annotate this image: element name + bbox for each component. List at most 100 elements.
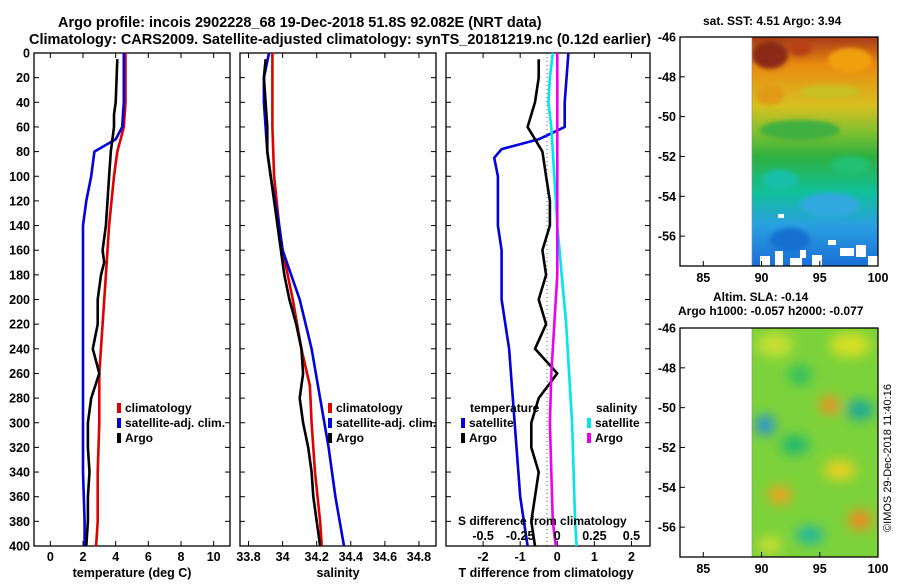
map-y-tick-label: -46 [658,31,676,45]
temperature-xlabel: temperature (deg C) [73,566,192,580]
difference-series [492,52,578,547]
y-tick-label: 180 [9,268,30,282]
sst-axes [679,36,879,267]
legend-swatch-s-satellite [587,418,591,428]
sst-heatmap [752,37,878,266]
series-line-satellite-adj-clim- [262,52,346,547]
sst-map: sat. SST: 4.51 Argo: 3.94 [658,14,889,285]
series-line-climatology [94,53,127,547]
map-y-tick-label: -50 [658,110,676,124]
series-line-argo [85,59,119,547]
s-tick-label: 0.25 [582,529,606,543]
sla-axes [679,327,879,558]
sst-gap [800,250,806,258]
salinity-legend: climatology satellite-adj. clim. Argo [328,401,436,445]
temperature-legend: climatology satellite-adj. clim. Argo [117,401,225,445]
series-line-t-argo [526,59,559,547]
y-tick-label: 0 [23,47,30,61]
sla-patch [781,435,809,455]
sst-gap [760,256,770,266]
y-tick-label: 220 [9,318,30,332]
legend-swatch-argo [117,433,121,443]
sla-ticks: 85 90 95 100 -46 -48 -50 -52 -54 -56 [658,322,889,577]
y-tick-label: 20 [16,71,30,85]
sla-patch [824,460,856,480]
sst-gap [856,245,866,257]
sst-patch [800,193,860,217]
map-y-tick-label: -54 [658,190,676,204]
sst-ticks: 85 90 95 100 -46 -48 -50 -52 -54 -56 [658,31,889,286]
salinity-difference-ticks: -0.5 -0.25 0 0.25 0.5 [472,529,640,543]
y-tick-label: 160 [9,244,30,258]
sla-patch [758,537,782,553]
title-line-2: Climatology: CARS2009. Satellite-adjuste… [29,32,651,48]
y-tick-label: 40 [16,96,30,110]
legend-swatch-satellite [328,418,332,428]
sst-patch [788,40,812,56]
difference-panel: -2 -1 0 1 2 T difference from climatology S … [445,52,651,580]
temperature-panel: 0204060801001201401601802002202402602803… [9,47,231,580]
legend-label-argo: Argo [336,431,364,445]
map-x-tick-label: 95 [813,271,827,285]
sst-patch [830,156,870,174]
legend-label-argo: Argo [125,431,153,445]
sla-patch [848,510,872,530]
sst-patch [760,120,840,140]
y-tick-label: 120 [9,194,30,208]
series-line-climatology [271,53,324,547]
legend-label-climatology: climatology [125,401,192,415]
x-tick-label: 0 [554,550,561,564]
x-tick-label: 2 [628,550,635,564]
map-y-tick-label: -52 [658,150,676,164]
sst-patch [756,85,784,105]
y-tick-label: 100 [9,170,30,184]
sst-gap [840,248,854,256]
y-tick-label: 300 [9,416,30,430]
x-tick-label: 10 [207,550,221,564]
series-line-satellite-adj-clim- [81,53,126,546]
map-y-tick-label: -56 [658,521,676,535]
sla-patch [788,365,812,385]
x-tick-label: 34.6 [373,550,397,564]
map-y-tick-label: -56 [658,230,676,244]
x-tick-label: 1 [591,550,598,564]
sst-texture [752,40,872,252]
salinity-xlabel: salinity [316,566,359,580]
legend-label-t-argo: Argo [469,431,497,445]
salinity-ticks: 33.8 34 34.2 34.4 34.6 34.8 [236,52,436,564]
sla-patch [846,400,874,420]
x-tick-label: 34.4 [339,550,363,564]
temperature-axes [33,52,231,547]
legend-swatch-climatology [117,403,121,413]
y-tick-label: 400 [9,540,30,554]
map-x-tick-label: 90 [755,562,769,576]
sla-map-subtitle: Argo h1000: -0.057 h2000: -0.077 [678,304,864,318]
legend-label-satellite: satellite-adj. clim. [125,416,225,430]
map-x-tick-label: 85 [696,271,710,285]
x-tick-label: 34.8 [407,550,431,564]
x-tick-label: 8 [178,550,185,564]
difference-axes [445,52,651,547]
sst-patch [828,48,872,72]
map-y-tick-label: -48 [658,70,676,84]
s-tick-label: -0.5 [472,529,494,543]
sst-missing-data [760,214,878,266]
salinity-panel: 33.8 34 34.2 34.4 34.6 34.8 salinity climatol… [236,52,437,580]
x-tick-label: -2 [478,550,489,564]
legend-label-satellite: satellite-adj. clim. [336,416,436,430]
map-x-tick-label: 100 [868,562,889,576]
s-tick-label: 0.5 [623,529,640,543]
x-tick-label: 34.2 [305,550,329,564]
sla-map: Altim. SLA: -0.14 Argo h1000: -0.057 h20… [658,290,889,576]
sla-texture [755,333,874,553]
sla-patch [757,333,793,357]
sla-patch [830,333,870,357]
sla-map-title: Altim. SLA: -0.14 [713,290,809,304]
y-tick-label: 320 [9,441,30,455]
map-y-tick-label: -50 [658,401,676,415]
map-y-tick-label: -48 [658,361,676,375]
series-line-argo [262,59,322,547]
x-tick-label: 34 [276,550,290,564]
y-tick-label: 260 [9,367,30,381]
